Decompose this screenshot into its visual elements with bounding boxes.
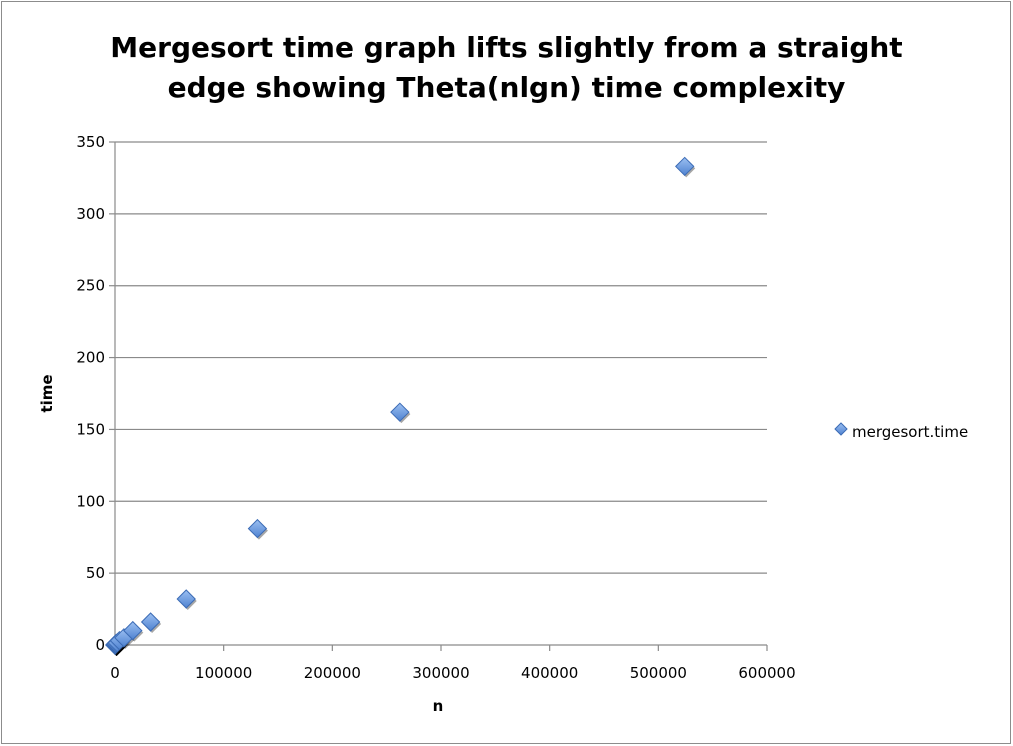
x-tick-label: 500000 [630, 664, 687, 682]
x-tick-label: 200000 [304, 664, 361, 682]
data-point [390, 402, 410, 422]
y-tick-label: 50 [86, 564, 105, 582]
y-axis-title: time [38, 374, 56, 412]
x-tick-label: 100000 [195, 664, 252, 682]
x-tick-label: 400000 [521, 664, 578, 682]
data-point [123, 620, 143, 641]
x-axis-title: n [433, 697, 444, 715]
y-tick-label: 0 [95, 636, 105, 654]
y-tick-label: 150 [76, 420, 105, 438]
legend-label: mergesort.time [852, 423, 968, 441]
x-tick-label: 0 [110, 664, 120, 682]
y-tick-label: 300 [76, 205, 105, 223]
y-axis-ticks: 0 50 100 150 200 250 300 350 [76, 133, 115, 654]
y-tick-label: 100 [76, 492, 105, 510]
x-tick-label: 300000 [412, 664, 469, 682]
legend: mergesort.time [834, 422, 968, 441]
y-tick-label: 250 [76, 277, 105, 295]
data-point [140, 612, 161, 632]
gridlines [115, 141, 767, 574]
y-tick-label: 350 [76, 133, 105, 151]
y-tick-label: 200 [76, 349, 105, 367]
data-point [176, 589, 196, 609]
data-point [675, 156, 695, 177]
axes [114, 142, 767, 651]
x-tick-label: 600000 [738, 664, 795, 682]
chart-title: Mergesort time graph lifts slightly from… [110, 31, 903, 104]
x-axis-ticks: 0 100000 200000 300000 400000 500000 600000 [110, 645, 796, 682]
data-points [105, 156, 696, 656]
legend-marker-diamond [834, 422, 848, 436]
data-point [247, 518, 268, 539]
